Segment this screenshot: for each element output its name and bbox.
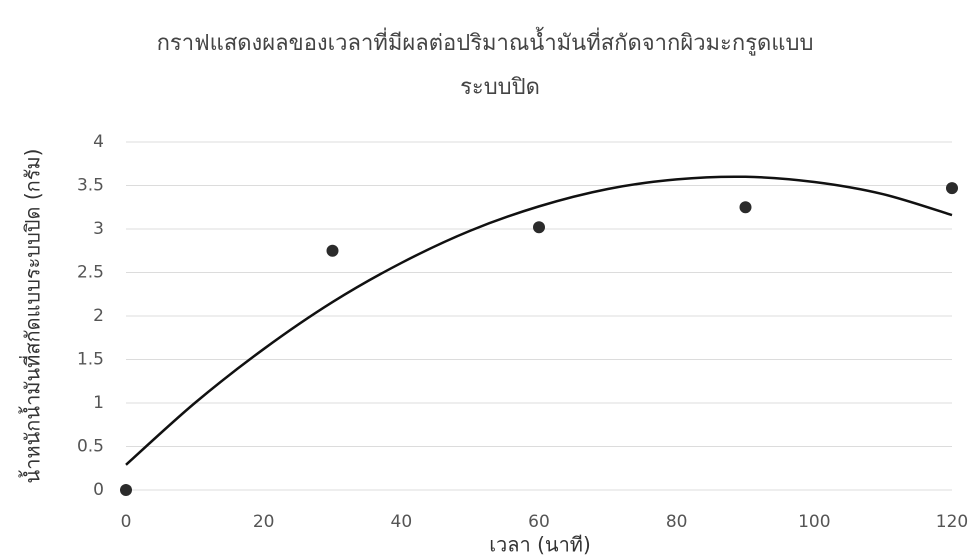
chart-title: กราฟแสดงผลของเวลาที่มีผลต่อปริมาณน้ำมันท… xyxy=(157,27,814,56)
y-axis-title: น้ำหนักน้ำมันที่สกัดแบบระบบปิด (กรัม) xyxy=(19,149,45,484)
data-point xyxy=(739,201,752,214)
y-tick-label: 3 xyxy=(93,219,104,239)
data-point xyxy=(120,484,132,496)
x-tick-label: 100 xyxy=(798,512,830,532)
y-tick-label: 2.5 xyxy=(77,263,104,283)
y-tick-label: 0 xyxy=(93,480,104,500)
y-tick-label: 0.5 xyxy=(77,437,104,457)
x-tick-label: 40 xyxy=(391,512,413,532)
y-tick-label: 4 xyxy=(93,132,104,152)
data-point xyxy=(946,182,958,195)
y-tick-label: 1.5 xyxy=(77,350,104,370)
y-tick-label: 1 xyxy=(93,393,104,413)
trendline xyxy=(125,175,953,466)
y-tick-label: 3.5 xyxy=(77,176,104,196)
x-axis-title: เวลา (นาที) xyxy=(489,533,591,557)
x-tick-label: 60 xyxy=(528,512,550,532)
chart-title: ระบบปิด xyxy=(460,75,540,100)
data-point xyxy=(326,244,339,257)
x-tick-label: 20 xyxy=(253,512,275,532)
y-tick-label: 2 xyxy=(93,306,104,326)
x-tick-label: 80 xyxy=(666,512,688,532)
x-tick-label: 0 xyxy=(121,512,132,532)
data-point xyxy=(533,221,545,234)
x-tick-label: 120 xyxy=(936,512,968,532)
